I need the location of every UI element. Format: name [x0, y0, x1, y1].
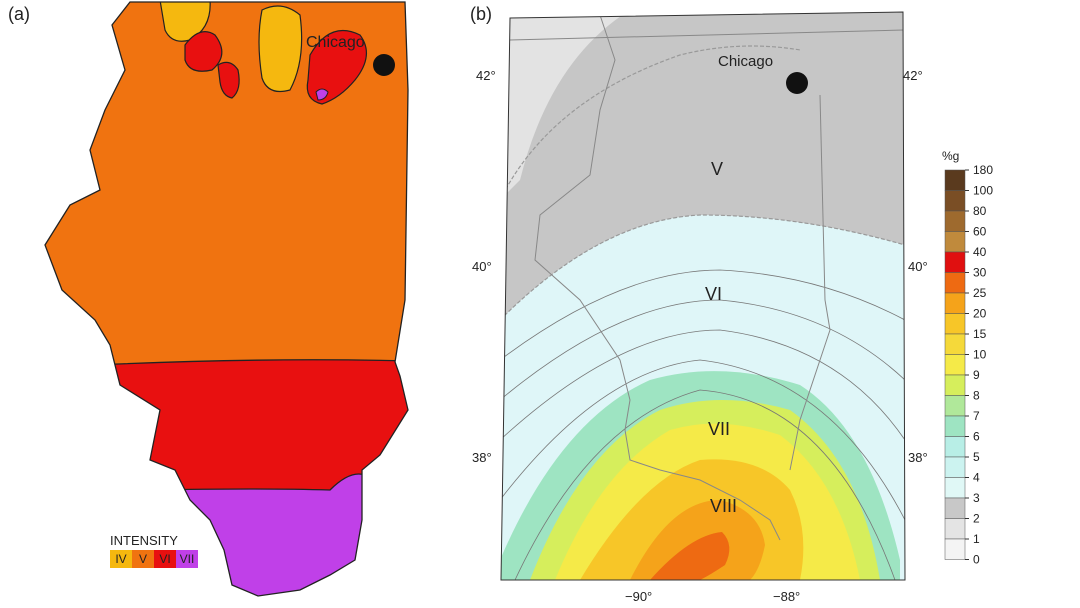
contour-lines [501, 269, 905, 580]
state-boundaries [509, 14, 905, 541]
map-frame [500, 11, 906, 581]
scale-label: 80 [973, 204, 987, 218]
scale-swatch [944, 538, 966, 560]
scale-swatch [944, 436, 966, 458]
zone-label-v: V [711, 159, 723, 179]
scale-label: 8 [973, 389, 980, 403]
zone-label-vi: VI [705, 284, 722, 304]
lat-tick-right: 38° [908, 450, 928, 465]
scale-swatch [944, 518, 966, 540]
scale-swatch [944, 497, 966, 519]
scale-swatch [944, 374, 966, 396]
scale-swatch [944, 456, 966, 478]
scale-label: 3 [973, 491, 980, 505]
contour-band [650, 532, 730, 580]
illinois-intensity-map: Chicago [44, 1, 409, 597]
scale-swatch [944, 415, 966, 437]
scale-swatch [944, 272, 966, 294]
lon-tick: −88° [773, 589, 800, 604]
scale-swatch [944, 210, 966, 232]
scale-swatch [944, 190, 966, 212]
panel-a-label: (a) [8, 4, 30, 24]
scale-swatch [944, 169, 966, 191]
scale-swatch [944, 333, 966, 355]
scale-swatch [944, 477, 966, 499]
chicago-marker [373, 54, 395, 76]
intensity-legend: IV V VI VII [110, 550, 198, 568]
scale-label: 60 [973, 225, 987, 239]
scale-label: 20 [973, 307, 987, 321]
intensity-vii-patch [315, 88, 329, 101]
intensity-legend-title: INTENSITY [110, 533, 178, 548]
legend-iv: IV [110, 550, 132, 568]
lon-tick: −90° [625, 589, 652, 604]
scale-swatch [944, 231, 966, 253]
intensity-vi-patch [306, 29, 367, 105]
zone-label-viii: VIII [710, 496, 737, 516]
lat-tick-right: 42° [903, 68, 923, 83]
scale-swatch [944, 395, 966, 417]
scale-label: 9 [973, 368, 980, 382]
scale-swatch [944, 292, 966, 314]
lat-tick-left: 38° [472, 450, 492, 465]
intensity-iv-patch [258, 5, 303, 93]
chicago-label: Chicago [306, 34, 365, 51]
legend-vi: VI [154, 550, 176, 568]
scale-label: 2 [973, 512, 980, 526]
scale-swatch [944, 251, 966, 273]
scale-label: 25 [973, 286, 987, 300]
scale-label: 4 [973, 471, 980, 485]
scale-label: 7 [973, 409, 980, 423]
panel-b-label: (b) [470, 4, 492, 24]
scale-label: 30 [973, 266, 987, 280]
scale-label: 40 [973, 245, 987, 259]
scale-label: 0 [973, 553, 980, 567]
lat-tick-left: 40° [472, 259, 492, 274]
scale-unit: %g [942, 149, 959, 163]
scale-label: 1 [973, 532, 980, 546]
chicago-marker [786, 72, 808, 94]
zone-label-vii: VII [708, 419, 730, 439]
lat-tick-left: 42° [476, 68, 496, 83]
intensity-vi-patch [184, 31, 223, 72]
legend-vii: VII [176, 550, 198, 568]
legend-v: V [132, 550, 154, 568]
scale-label: 100 [973, 184, 993, 198]
lat-tick-right: 40° [908, 259, 928, 274]
scale-label: 6 [973, 430, 980, 444]
scale-swatch [944, 354, 966, 376]
chicago-label: Chicago [718, 53, 773, 70]
scale-label: 180 [973, 163, 993, 177]
scale-label: 15 [973, 327, 987, 341]
scale-swatch [944, 313, 966, 335]
scale-label: 5 [973, 450, 980, 464]
intensity-vi-patch [217, 61, 240, 99]
scale-label: 10 [973, 348, 987, 362]
illinois-outline [44, 1, 409, 597]
